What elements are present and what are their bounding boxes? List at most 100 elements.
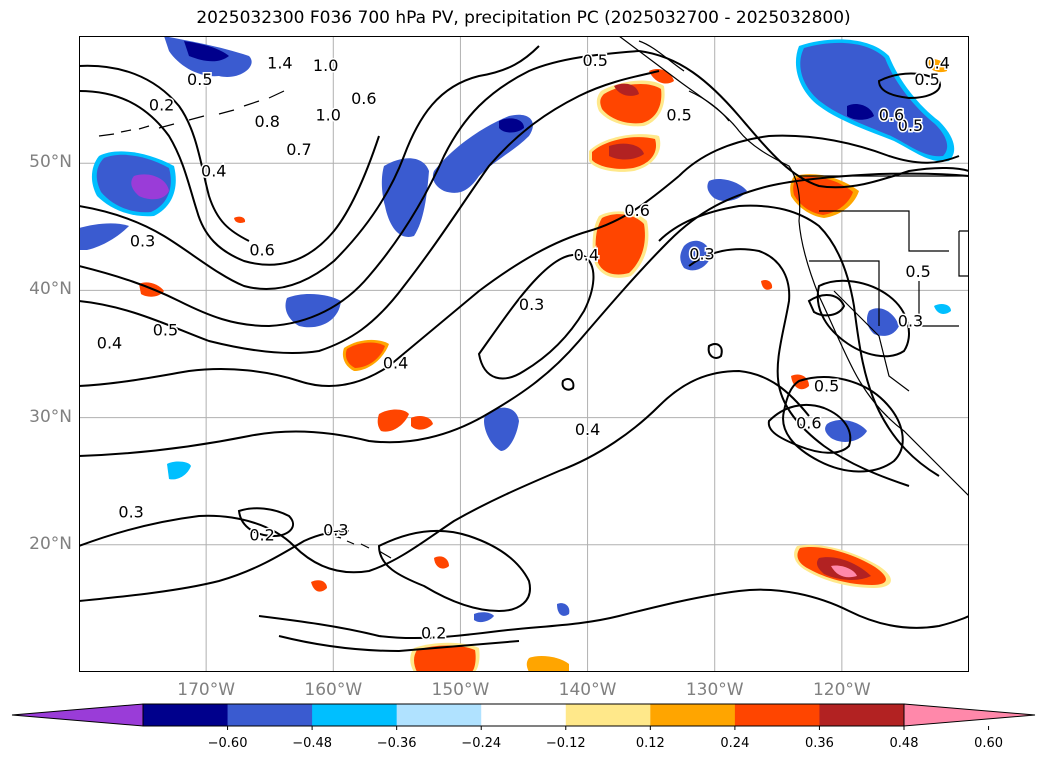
colorbar-tick-label: 0.60 bbox=[974, 736, 1004, 751]
longitude-label: 130°W bbox=[685, 680, 744, 700]
contour-label: 0.5 bbox=[582, 51, 607, 70]
latitude-label: 40°N bbox=[29, 279, 72, 300]
precip-positive bbox=[139, 59, 947, 672]
precip-blob bbox=[609, 143, 644, 160]
contour-label: 0.6 bbox=[624, 201, 649, 220]
contour-label: 0.3 bbox=[118, 503, 143, 522]
pv-contour bbox=[767, 403, 852, 454]
colorbar-tick-label: −0.60 bbox=[207, 736, 248, 751]
colorbar-tick-label: 0.48 bbox=[889, 736, 919, 751]
precip-blob bbox=[831, 565, 857, 578]
colorbar-segment bbox=[396, 704, 482, 726]
precip-blob bbox=[557, 603, 570, 616]
precip-blob bbox=[345, 342, 385, 368]
colorbar-extend-min bbox=[11, 703, 144, 727]
precip-blob bbox=[600, 83, 662, 124]
contour-label: 0.5 bbox=[153, 321, 178, 340]
coastline bbox=[638, 40, 730, 122]
islands bbox=[98, 90, 392, 559]
colorbar-tick-label: −0.48 bbox=[292, 736, 333, 751]
contour-label: 1.0 bbox=[315, 106, 340, 125]
pv-contour bbox=[79, 175, 680, 387]
aleutians bbox=[98, 90, 285, 137]
longitude-label: 150°W bbox=[431, 680, 490, 700]
colorbar-segment bbox=[565, 704, 651, 726]
precip-blob bbox=[377, 409, 409, 432]
precip-blob bbox=[934, 303, 951, 314]
contour-label: 0.4 bbox=[201, 162, 226, 181]
pv-contour bbox=[816, 279, 910, 358]
map-area[interactable]: 0.5 1.4 1.0 0.2 0.8 1.0 0.6 0.7 0.4 0.3 0.6 0.5 0.4 0… bbox=[79, 36, 969, 672]
contour-label: 0.5 bbox=[914, 70, 939, 89]
precip-blob bbox=[791, 374, 809, 390]
colorbar-segment bbox=[143, 704, 229, 726]
contour-label: 0.5 bbox=[666, 106, 691, 125]
contour-label: 0.4 bbox=[383, 354, 408, 373]
precip-blob bbox=[484, 407, 519, 451]
precip-blob bbox=[800, 42, 948, 157]
pv-contour bbox=[79, 64, 250, 242]
pv-contour bbox=[79, 530, 350, 602]
precip-negative bbox=[79, 36, 955, 623]
colorbar bbox=[11, 703, 1036, 730]
precip-blob bbox=[414, 645, 476, 672]
contour-label: 0.6 bbox=[879, 106, 904, 125]
precip-blob bbox=[614, 83, 639, 96]
precip-blob bbox=[381, 158, 429, 237]
pv-contour bbox=[688, 248, 910, 487]
precip-blob bbox=[285, 294, 341, 328]
precip-blob bbox=[847, 104, 874, 120]
colorbar-tick-label: −0.12 bbox=[545, 736, 586, 751]
colorbar-tick-label: −0.36 bbox=[376, 736, 417, 751]
precip-blob bbox=[761, 279, 773, 290]
precip-blob bbox=[924, 59, 947, 73]
pv-contour bbox=[258, 588, 969, 640]
contour-label: 0.3 bbox=[898, 312, 923, 331]
pv-contour bbox=[79, 172, 969, 457]
pv-contour bbox=[561, 378, 575, 391]
contour-label: 0.4 bbox=[575, 420, 600, 439]
precip-blob bbox=[499, 118, 524, 133]
pv-contour bbox=[79, 70, 660, 354]
pv-contour bbox=[79, 90, 380, 266]
colorbar-segment bbox=[819, 704, 905, 726]
precip-blob bbox=[167, 461, 191, 480]
contour-label: 0.7 bbox=[286, 140, 311, 159]
precip-blob bbox=[707, 179, 747, 202]
colorbar-outline bbox=[142, 703, 905, 727]
pv-contour bbox=[877, 72, 941, 100]
colorbar-segment bbox=[312, 704, 398, 726]
pv-contour bbox=[79, 369, 810, 574]
pv-contour bbox=[707, 343, 723, 359]
map-title: 2025032300 F036 700 hPa PV, precipitatio… bbox=[196, 8, 851, 28]
pv-contour bbox=[477, 253, 595, 380]
pv-contour bbox=[79, 45, 540, 290]
precip-blob bbox=[474, 612, 494, 623]
precip-blob bbox=[595, 214, 645, 275]
precip-blob bbox=[131, 174, 169, 200]
colorbar-extend-max bbox=[903, 703, 1036, 727]
precip-blob bbox=[411, 416, 433, 430]
contour-label: 1.0 bbox=[313, 56, 338, 75]
colorbar-segment bbox=[650, 704, 736, 726]
contour-label: 0.4 bbox=[924, 53, 949, 72]
pv-contour bbox=[278, 635, 520, 653]
latitude-label: 20°N bbox=[29, 533, 72, 554]
state-border bbox=[918, 281, 959, 327]
contour-label: 0.3 bbox=[519, 295, 544, 314]
colorbar-segment bbox=[734, 704, 820, 726]
contour-label: 0.5 bbox=[898, 116, 923, 135]
longitude-label: 120°W bbox=[812, 680, 871, 700]
state-border bbox=[809, 260, 880, 326]
contour-label: 0.2 bbox=[149, 95, 174, 114]
precip-blob bbox=[184, 41, 229, 62]
colorbar-tick-label: 0.24 bbox=[720, 736, 750, 751]
contour-label: 0.5 bbox=[814, 377, 839, 396]
hawaii bbox=[333, 535, 392, 559]
coastlines bbox=[618, 36, 969, 497]
contour-label: 0.4 bbox=[574, 246, 599, 265]
precip-blob bbox=[793, 176, 853, 215]
longitude-label: 170°W bbox=[177, 680, 236, 700]
contour-label: 1.4 bbox=[267, 53, 292, 72]
longitude-label: 140°W bbox=[558, 680, 617, 700]
